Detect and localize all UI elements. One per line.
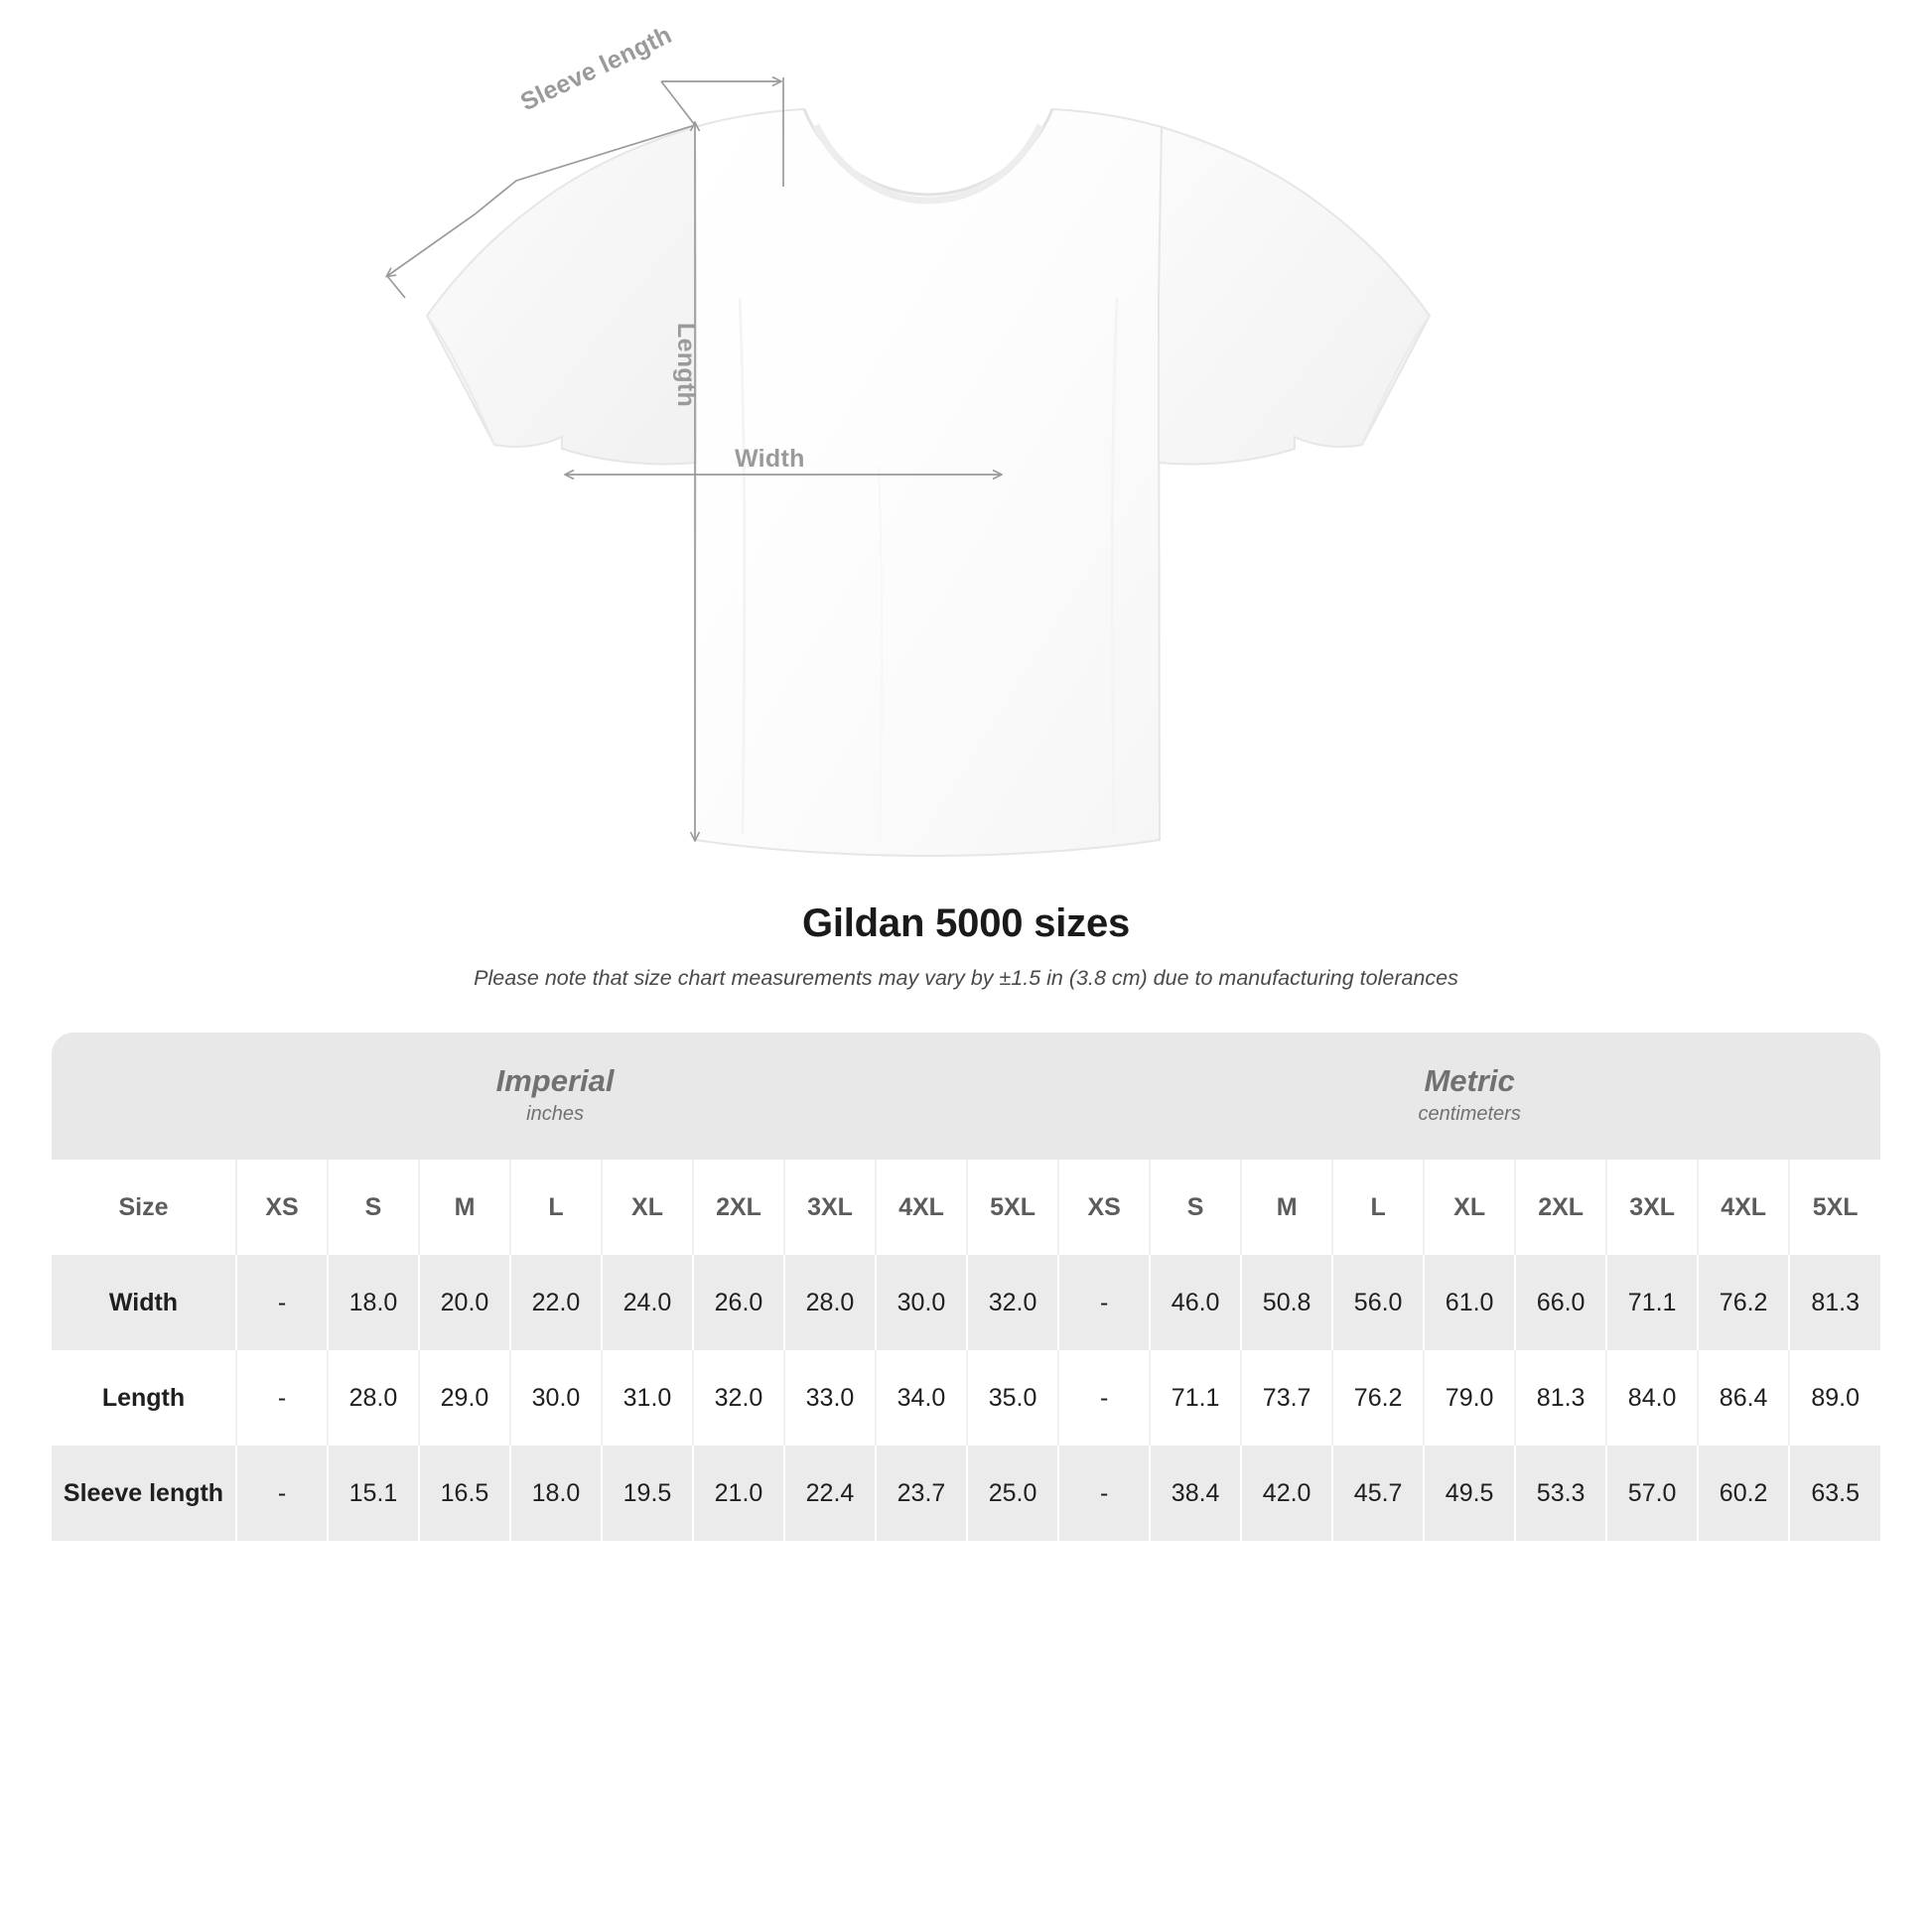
unit-name-metric: Metric bbox=[1424, 1063, 1515, 1099]
row-label-length: Length bbox=[52, 1350, 237, 1446]
cell-length-met-m: 73.7 bbox=[1241, 1350, 1334, 1446]
cell-length-met-2xl: 81.3 bbox=[1515, 1350, 1608, 1446]
size-header-met-4xl: 4XL bbox=[1698, 1160, 1791, 1255]
cell-sleeve-met-2xl: 53.3 bbox=[1515, 1446, 1608, 1541]
size-header-imp-5xl: 5XL bbox=[967, 1160, 1060, 1255]
cell-length-met-4xl: 86.4 bbox=[1698, 1350, 1791, 1446]
cell-sleeve-met-5xl: 63.5 bbox=[1789, 1446, 1881, 1541]
cell-length-imp-xl: 31.0 bbox=[602, 1350, 694, 1446]
table-row-sleeve-length: Sleeve length - 15.1 16.5 18.0 19.5 21.0… bbox=[52, 1446, 1881, 1541]
tshirt-diagram: Sleeve length Length Width bbox=[0, 0, 1932, 894]
title-block: Gildan 5000 sizes Please note that size … bbox=[0, 901, 1932, 991]
row-label-sleeve-length: Sleeve length bbox=[52, 1446, 237, 1541]
unit-header-imperial: Imperial inches bbox=[52, 1033, 1059, 1160]
size-header-imp-l: L bbox=[510, 1160, 603, 1255]
size-header-imp-4xl: 4XL bbox=[876, 1160, 968, 1255]
cell-width-met-5xl: 81.3 bbox=[1789, 1255, 1881, 1350]
cell-length-met-5xl: 89.0 bbox=[1789, 1350, 1881, 1446]
cell-sleeve-met-4xl: 60.2 bbox=[1698, 1446, 1791, 1541]
unit-sub-metric: centimeters bbox=[1418, 1102, 1521, 1125]
cell-sleeve-met-3xl: 57.0 bbox=[1606, 1446, 1700, 1541]
cell-length-imp-m: 29.0 bbox=[419, 1350, 511, 1446]
cell-sleeve-met-xl: 49.5 bbox=[1424, 1446, 1517, 1541]
size-header-met-3xl: 3XL bbox=[1606, 1160, 1700, 1255]
cell-width-met-m: 50.8 bbox=[1241, 1255, 1334, 1350]
size-header-met-2xl: 2XL bbox=[1515, 1160, 1608, 1255]
size-header-imp-xl: XL bbox=[602, 1160, 694, 1255]
cell-width-met-3xl: 71.1 bbox=[1606, 1255, 1700, 1350]
cell-length-met-xs: - bbox=[1058, 1350, 1152, 1446]
cell-width-met-s: 46.0 bbox=[1150, 1255, 1243, 1350]
cell-width-met-xl: 61.0 bbox=[1424, 1255, 1517, 1350]
tolerance-note: Please note that size chart measurements… bbox=[474, 966, 1458, 990]
cell-width-imp-5xl: 32.0 bbox=[967, 1255, 1060, 1350]
size-header-met-xl: XL bbox=[1424, 1160, 1517, 1255]
unit-name-imperial: Imperial bbox=[495, 1063, 615, 1099]
page-title: Gildan 5000 sizes bbox=[801, 901, 1131, 945]
cell-sleeve-met-l: 45.7 bbox=[1332, 1446, 1426, 1541]
cell-width-met-l: 56.0 bbox=[1332, 1255, 1426, 1350]
cell-sleeve-imp-3xl: 22.4 bbox=[784, 1446, 877, 1541]
cell-width-met-4xl: 76.2 bbox=[1698, 1255, 1791, 1350]
table-row-width: Width - 18.0 20.0 22.0 24.0 26.0 28.0 30… bbox=[52, 1255, 1881, 1350]
cell-length-imp-s: 28.0 bbox=[328, 1350, 420, 1446]
cell-sleeve-imp-2xl: 21.0 bbox=[693, 1446, 785, 1541]
cell-sleeve-met-xs: - bbox=[1058, 1446, 1152, 1541]
cell-length-imp-l: 30.0 bbox=[510, 1350, 603, 1446]
cell-width-met-2xl: 66.0 bbox=[1515, 1255, 1608, 1350]
length-label: Length bbox=[672, 323, 700, 408]
cell-length-imp-3xl: 33.0 bbox=[784, 1350, 877, 1446]
size-header-row: Size XS S M L XL 2XL 3XL 4XL 5XL XS S M … bbox=[52, 1160, 1881, 1255]
size-header-met-m: M bbox=[1241, 1160, 1334, 1255]
size-header-met-xs: XS bbox=[1058, 1160, 1152, 1255]
cell-sleeve-met-s: 38.4 bbox=[1150, 1446, 1243, 1541]
cell-sleeve-imp-5xl: 25.0 bbox=[967, 1446, 1060, 1541]
cell-length-met-s: 71.1 bbox=[1150, 1350, 1243, 1446]
size-chart-table: Imperial inches Metric centimeters Size … bbox=[52, 1033, 1881, 1541]
cell-width-imp-s: 18.0 bbox=[328, 1255, 420, 1350]
cell-sleeve-imp-xl: 19.5 bbox=[602, 1446, 694, 1541]
cell-sleeve-imp-xs: - bbox=[236, 1446, 329, 1541]
size-header-imp-xs: XS bbox=[236, 1160, 329, 1255]
cell-width-imp-m: 20.0 bbox=[419, 1255, 511, 1350]
unit-sub-imperial: inches bbox=[526, 1102, 584, 1125]
cell-width-met-xs: - bbox=[1058, 1255, 1152, 1350]
cell-width-imp-4xl: 30.0 bbox=[876, 1255, 968, 1350]
size-header-label: Size bbox=[52, 1160, 237, 1255]
tshirt-garment bbox=[425, 107, 1432, 858]
unit-header-metric: Metric centimeters bbox=[1058, 1033, 1881, 1160]
sleeve-length-dimension bbox=[387, 77, 784, 299]
cell-width-imp-2xl: 26.0 bbox=[693, 1255, 785, 1350]
row-label-width: Width bbox=[52, 1255, 237, 1350]
cell-sleeve-imp-4xl: 23.7 bbox=[876, 1446, 968, 1541]
cell-length-met-xl: 79.0 bbox=[1424, 1350, 1517, 1446]
cell-sleeve-imp-l: 18.0 bbox=[510, 1446, 603, 1541]
size-header-met-s: S bbox=[1150, 1160, 1243, 1255]
cell-width-imp-3xl: 28.0 bbox=[784, 1255, 877, 1350]
table-row-length: Length - 28.0 29.0 30.0 31.0 32.0 33.0 3… bbox=[52, 1350, 1881, 1446]
cell-length-imp-4xl: 34.0 bbox=[876, 1350, 968, 1446]
cell-length-met-3xl: 84.0 bbox=[1606, 1350, 1700, 1446]
cell-width-imp-l: 22.0 bbox=[510, 1255, 603, 1350]
size-header-imp-2xl: 2XL bbox=[693, 1160, 785, 1255]
cell-sleeve-imp-s: 15.1 bbox=[328, 1446, 420, 1541]
cell-length-met-l: 76.2 bbox=[1332, 1350, 1426, 1446]
cell-length-imp-2xl: 32.0 bbox=[693, 1350, 785, 1446]
size-table-wrapper: Imperial inches Metric centimeters Size … bbox=[52, 1033, 1881, 1541]
width-label: Width bbox=[735, 445, 805, 473]
size-header-met-5xl: 5XL bbox=[1789, 1160, 1881, 1255]
cell-length-imp-5xl: 35.0 bbox=[967, 1350, 1060, 1446]
cell-length-imp-xs: - bbox=[236, 1350, 329, 1446]
size-header-imp-s: S bbox=[328, 1160, 420, 1255]
cell-width-imp-xs: - bbox=[236, 1255, 329, 1350]
size-header-met-l: L bbox=[1332, 1160, 1426, 1255]
size-header-imp-3xl: 3XL bbox=[784, 1160, 877, 1255]
cell-width-imp-xl: 24.0 bbox=[602, 1255, 694, 1350]
cell-sleeve-met-m: 42.0 bbox=[1241, 1446, 1334, 1541]
size-header-imp-m: M bbox=[419, 1160, 511, 1255]
unit-header-row: Imperial inches Metric centimeters bbox=[52, 1033, 1881, 1160]
cell-sleeve-imp-m: 16.5 bbox=[419, 1446, 511, 1541]
